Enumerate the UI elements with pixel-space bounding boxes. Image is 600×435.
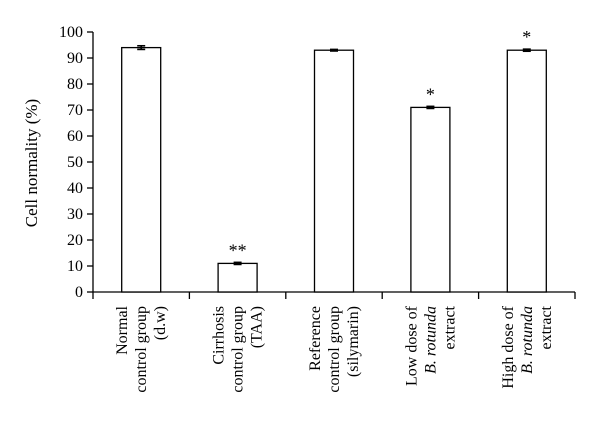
y-tick-label: 50: [67, 154, 83, 171]
category-label-line: B. rotunda: [519, 306, 536, 374]
y-axis-title: Cell normality (%): [22, 99, 41, 227]
significance-mark: **: [229, 240, 247, 260]
category-label-line: Reference: [307, 306, 324, 371]
bar: [217, 262, 258, 293]
category-label-line: extract: [441, 305, 458, 349]
bar: [121, 46, 162, 293]
category-label-line: (silymarin): [345, 306, 362, 377]
significance-mark: *: [426, 84, 435, 104]
category-label-line: control group: [326, 306, 343, 393]
y-tick-label: 30: [67, 206, 83, 223]
bar: [313, 49, 355, 293]
category-label-line: Cirrhosis: [211, 306, 228, 365]
category-label: Reference control group (silymarin): [307, 306, 362, 393]
y-tick-label: 10: [67, 258, 83, 275]
category-label-line: High dose of: [500, 305, 517, 388]
category-label-line: Normal: [114, 305, 131, 354]
category-label-line: (d.w): [152, 306, 169, 340]
y-tick-label: 90: [67, 50, 83, 67]
category-label: Cirrhosis control group (TAA): [211, 306, 266, 393]
y-tick-label: 100: [59, 24, 83, 41]
y-tick-label: 20: [67, 232, 83, 249]
category-label-line: extract: [538, 305, 555, 349]
y-tick-label: 0: [75, 284, 83, 301]
category-label-line: control group: [133, 306, 150, 393]
bar: [506, 49, 547, 293]
category-label-line: B. rotunda: [422, 306, 439, 374]
category-label: Low dose of B. rotunda extract: [403, 305, 458, 386]
significance-mark: *: [522, 27, 531, 47]
category-label: High dose of B. rotunda extract: [500, 305, 555, 388]
bar: [410, 106, 451, 293]
category-label-line: Low dose of: [403, 305, 420, 386]
category-label: Normal control group (d.w): [114, 305, 169, 392]
y-tick-label: 40: [67, 180, 83, 197]
y-tick-label: 60: [67, 128, 83, 145]
y-tick-label: 80: [67, 76, 83, 93]
category-label-line: control group: [230, 306, 247, 393]
y-tick-label: 70: [67, 102, 83, 119]
category-label-line: (TAA): [249, 306, 266, 348]
